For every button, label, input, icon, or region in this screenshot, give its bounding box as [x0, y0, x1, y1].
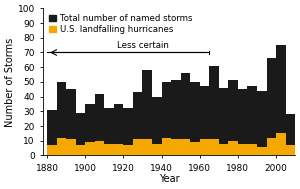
Bar	[66, 89, 76, 155]
Bar	[228, 141, 238, 155]
Bar	[200, 139, 209, 155]
Bar	[181, 139, 190, 155]
Bar	[47, 110, 57, 155]
Bar	[123, 145, 133, 155]
Bar	[76, 145, 85, 155]
Bar	[161, 82, 171, 155]
Bar	[248, 86, 257, 155]
Bar	[171, 80, 181, 155]
Bar	[76, 113, 85, 155]
Bar	[190, 142, 200, 155]
Bar	[104, 108, 114, 155]
Bar	[266, 58, 276, 155]
Bar	[152, 144, 161, 155]
Bar	[133, 139, 142, 155]
Bar	[57, 138, 66, 155]
Bar	[219, 88, 228, 155]
Bar	[181, 73, 190, 155]
Bar	[152, 97, 161, 155]
Bar	[114, 104, 123, 155]
Bar	[171, 139, 181, 155]
Bar	[228, 80, 238, 155]
Bar	[123, 108, 133, 155]
Bar	[66, 139, 76, 155]
Legend: Total number of named storms, U.S. landfalling hurricanes: Total number of named storms, U.S. landf…	[47, 13, 194, 36]
Bar	[57, 82, 66, 155]
Bar	[133, 92, 142, 155]
Bar	[85, 104, 95, 155]
Bar	[85, 142, 95, 155]
Bar	[209, 66, 219, 155]
Bar	[95, 141, 104, 155]
Bar	[286, 114, 295, 155]
X-axis label: Year: Year	[159, 174, 179, 184]
Text: Less certain: Less certain	[118, 41, 170, 50]
Y-axis label: Number of Storms: Number of Storms	[5, 37, 15, 126]
Bar	[104, 144, 114, 155]
Bar	[142, 70, 152, 155]
Bar	[114, 144, 123, 155]
Bar	[276, 45, 286, 155]
Bar	[276, 133, 286, 155]
Bar	[209, 139, 219, 155]
Bar	[257, 147, 266, 155]
Bar	[286, 145, 295, 155]
Bar	[266, 138, 276, 155]
Bar	[200, 86, 209, 155]
Bar	[190, 82, 200, 155]
Bar	[248, 144, 257, 155]
Bar	[219, 144, 228, 155]
Bar	[161, 138, 171, 155]
Bar	[95, 94, 104, 155]
Bar	[238, 89, 247, 155]
Bar	[142, 139, 152, 155]
Bar	[257, 91, 266, 155]
Bar	[238, 144, 247, 155]
Bar	[47, 145, 57, 155]
